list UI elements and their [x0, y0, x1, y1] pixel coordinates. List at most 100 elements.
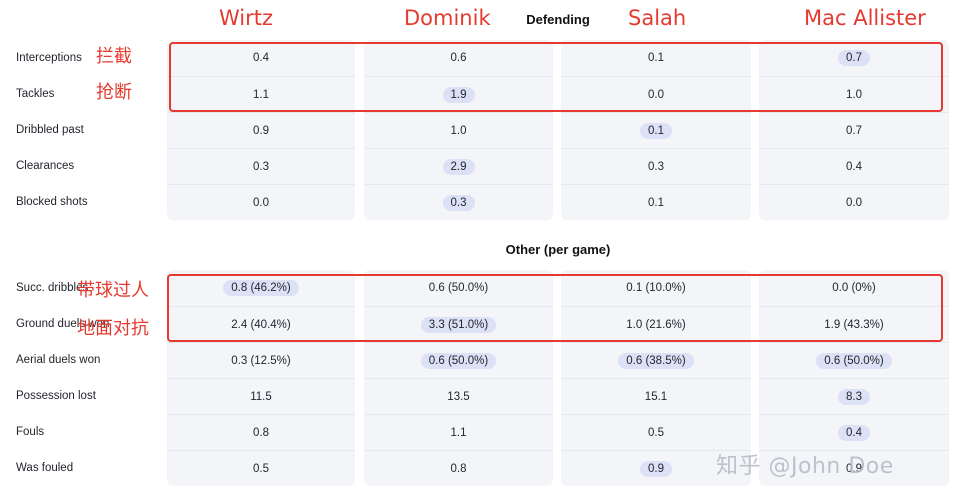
stat-cell: 2.4 (40.4%): [167, 306, 355, 342]
stat-value-highlighted: 0.4: [838, 424, 870, 441]
row-label: Possession lost: [16, 390, 96, 402]
annotation-dribbles: 带球过人: [77, 280, 149, 301]
stat-cell: 1.9: [364, 76, 553, 112]
stat-value: 1.0: [846, 88, 862, 101]
table-row: Fouls 0.8 1.1 0.5 0.4: [0, 414, 960, 450]
stat-cell: 1.9 (43.3%): [759, 306, 949, 342]
stat-value-highlighted: 0.6 (50.0%): [816, 352, 892, 369]
stat-cell: 0.8 (46.2%): [167, 270, 355, 306]
stat-cell: 15.1: [561, 378, 751, 414]
stat-cell: 11.5: [167, 378, 355, 414]
stat-cell: 0.3: [561, 148, 751, 184]
stat-cell: 0.7: [759, 112, 949, 148]
annotation-ground-duels: 地面对抗: [77, 318, 149, 339]
stat-value: 0.1: [648, 52, 664, 64]
row-label: Tackles: [16, 88, 55, 100]
stat-cell: 0.6 (50.0%): [759, 342, 949, 378]
stat-value: 0.1 (10.0%): [626, 282, 686, 294]
stat-value-highlighted: 0.3: [442, 194, 475, 211]
row-label: Fouls: [16, 426, 45, 438]
stat-value-highlighted: 0.9: [640, 460, 672, 477]
annotation-interceptions: 拦截: [96, 46, 132, 67]
stat-value: 0.0: [648, 88, 664, 101]
stat-cell: 0.6 (50.0%): [364, 342, 553, 378]
stat-value-highlighted: 0.1: [640, 122, 672, 139]
stat-value-highlighted: 3.3 (51.0%): [420, 316, 497, 333]
stat-value: 0.0 (0%): [832, 282, 876, 294]
stat-value-highlighted: 1.9: [442, 86, 475, 103]
stat-value-highlighted: 0.6 (38.5%): [618, 352, 694, 369]
watermark: 知乎 @John Doe: [716, 454, 894, 479]
stat-cell: 2.9: [364, 148, 553, 184]
player-name-dominik: Dominik: [404, 6, 491, 30]
table-row: Clearances 0.3 2.9 0.3 0.4: [0, 148, 960, 184]
table-row: Was fouled 0.5 0.8 0.9 0.9: [0, 450, 960, 486]
stat-value-highlighted: 0.6 (50.0%): [420, 352, 497, 369]
stat-cell: 0.8: [364, 450, 553, 486]
stat-cell: 0.4: [167, 40, 355, 76]
row-label: Blocked shots: [16, 196, 88, 208]
table-row: Succ. dribbles 0.8 (46.2%) 0.6 (50.0%) 0.1 …: [0, 270, 960, 306]
table-row: Aerial duels won 0.3 (12.5%) 0.6 (50.0%) 0.…: [0, 342, 960, 378]
stat-value: 0.3: [648, 160, 664, 173]
stat-cell: 0.3: [364, 184, 553, 220]
highlight-box-defending: [169, 42, 943, 112]
stat-value-highlighted: 8.3: [838, 388, 870, 405]
table-row: Blocked shots 0.0 0.3 0.1 0.0: [0, 184, 960, 220]
stat-cell: 0.0 (0%): [759, 270, 949, 306]
table-row: Possession lost 11.5 13.5 15.1 8.3: [0, 378, 960, 414]
row-label: Succ. dribbles: [16, 282, 89, 294]
stat-value: 0.0: [846, 196, 862, 209]
stat-cell: 0.9: [167, 112, 355, 148]
stat-cell: 8.3: [759, 378, 949, 414]
stat-value: 0.3 (12.5%): [231, 354, 291, 367]
stat-value-highlighted: 2.9: [442, 158, 475, 175]
stat-cell: 0.1: [561, 40, 751, 76]
highlight-box-other: [167, 274, 943, 342]
annotation-tackles: 抢断: [96, 82, 132, 103]
stat-cell: 1.0: [364, 112, 553, 148]
stat-value: 0.9: [253, 124, 269, 137]
stat-value: 11.5: [250, 390, 272, 403]
stat-value: 15.1: [644, 390, 668, 403]
stat-cell: 0.1: [561, 184, 751, 220]
row-label: Was fouled: [16, 462, 74, 474]
stat-value: 0.4: [253, 52, 269, 64]
stat-value: 0.1: [648, 196, 664, 209]
stat-cell: 0.9: [759, 450, 949, 486]
stat-cell: 1.1: [167, 76, 355, 112]
section-title-defending: Defending: [526, 12, 590, 27]
stat-value: 0.6: [450, 52, 467, 64]
stat-cell: 0.6 (38.5%): [561, 342, 751, 378]
stat-cell: 0.3 (12.5%): [167, 342, 355, 378]
stat-value: 0.9: [846, 462, 862, 475]
stat-value: 1.9 (43.3%): [824, 318, 884, 331]
section-title-other: Other (per game): [505, 242, 611, 257]
stat-value: 0.3: [253, 160, 269, 173]
stat-cell: 1.0 (21.6%): [561, 306, 751, 342]
stat-cell: 0.8: [167, 414, 355, 450]
stat-cell: 0.6: [364, 40, 553, 76]
stat-value: 0.7: [846, 124, 862, 137]
row-label: Interceptions: [16, 52, 82, 64]
stat-cell: 0.0: [561, 76, 751, 112]
row-label: Ground duels won: [16, 318, 110, 330]
stat-cell: 0.7: [759, 40, 949, 76]
stat-cell: 1.1: [364, 414, 553, 450]
stat-value: 0.4: [846, 160, 862, 173]
stat-cell: 0.5: [561, 414, 751, 450]
stat-cell: 0.6 (50.0%): [364, 270, 553, 306]
stat-cell: 0.3: [167, 148, 355, 184]
stat-value: 0.0: [253, 196, 269, 209]
table-row: Ground duels won 2.4 (40.4%) 3.3 (51.0%) 1.…: [0, 306, 960, 342]
stat-cell: 0.0: [759, 184, 949, 220]
stat-cell: 0.5: [167, 450, 355, 486]
stat-value: 13.5: [447, 390, 470, 403]
row-label: Dribbled past: [16, 124, 84, 136]
stat-value: 0.5: [648, 426, 664, 439]
stat-value: 0.8: [450, 462, 467, 475]
stat-cell: 0.1: [561, 112, 751, 148]
table-row: Tackles 1.1 1.9 0.0 1.0: [0, 76, 960, 112]
stat-value: 2.4 (40.4%): [231, 318, 291, 331]
stat-value: 1.1: [253, 88, 269, 101]
